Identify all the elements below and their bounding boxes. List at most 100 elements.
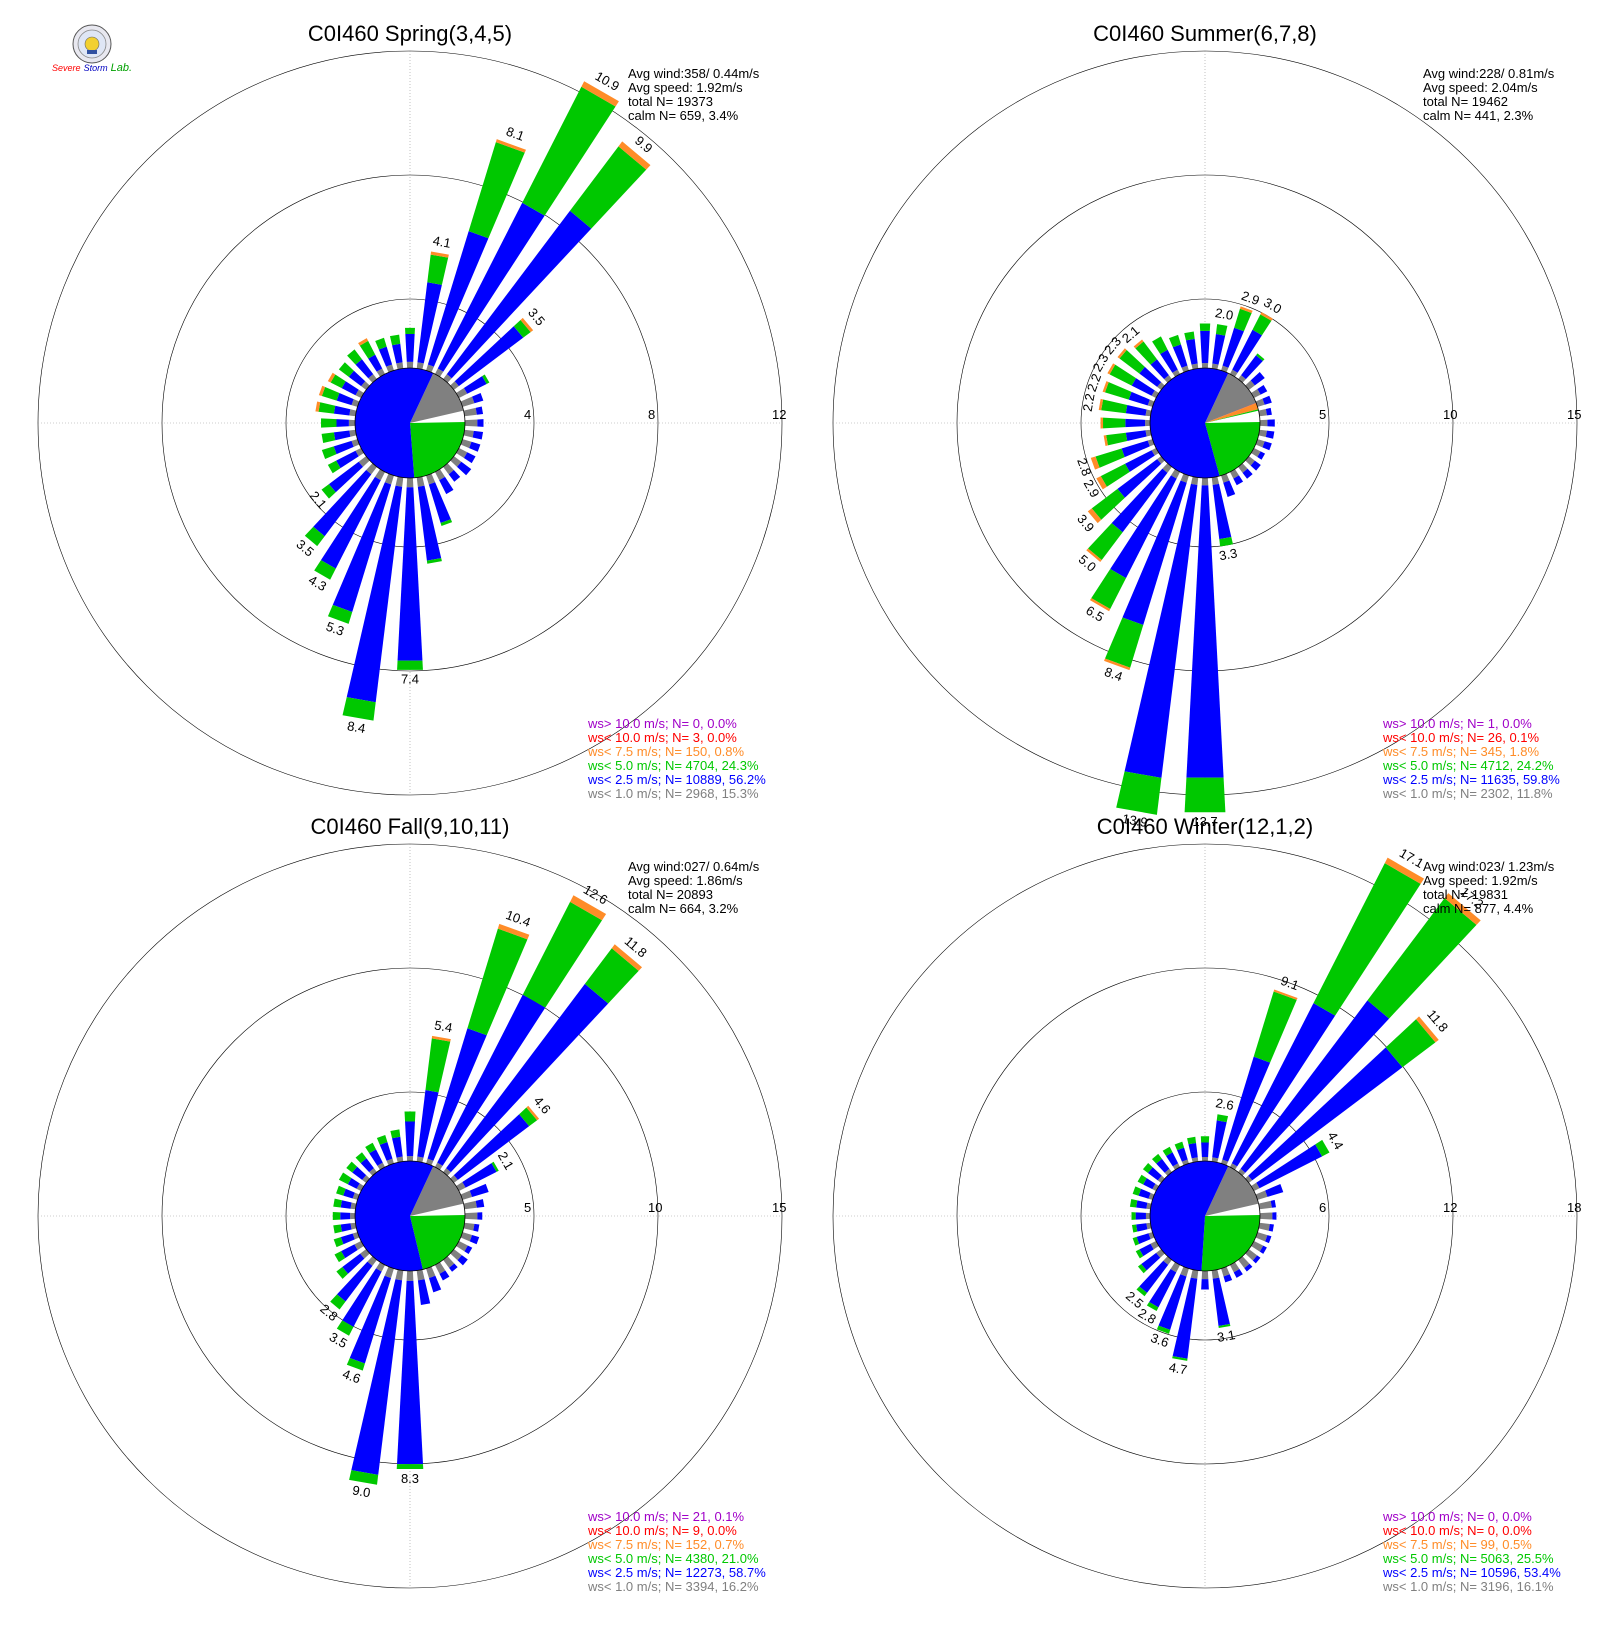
- pie-slice: [1149, 368, 1229, 479]
- bar-segment-orange: [1239, 306, 1253, 314]
- bar-segment-green: [1101, 399, 1128, 414]
- bar-segment-green: [1218, 1323, 1231, 1329]
- bar-segment-gray: [384, 1266, 394, 1279]
- logo-text: Severe Storm Lab.: [52, 62, 132, 74]
- bar-segment-blue: [1265, 407, 1272, 416]
- bar-segment-blue: [1185, 338, 1198, 365]
- bar-segment-blue: [1125, 418, 1146, 428]
- bar-segment-orange: [497, 923, 530, 940]
- bar-segment-gray: [1180, 1266, 1189, 1277]
- bar-segment-blue: [1240, 1000, 1390, 1173]
- bar-segment-blue: [1223, 1274, 1233, 1283]
- bar-segment-green: [327, 460, 341, 474]
- panel-title: C0I460 Summer(6,7,8): [1093, 21, 1317, 46]
- bar-segment-blue: [1172, 344, 1188, 368]
- bar-segment-blue: [427, 1028, 487, 1161]
- bar-segment-blue: [396, 1280, 424, 1465]
- stats-line: Avg wind:228/ 0.81m/s: [1423, 66, 1555, 81]
- bar-segment-gray: [460, 1190, 473, 1200]
- bar-value-label: 5.4: [433, 1017, 453, 1035]
- bar-segment-gray: [1157, 382, 1165, 390]
- bar-segment-blue: [369, 1149, 383, 1166]
- bar-segment-gray: [1245, 456, 1255, 466]
- legend-line: ws< 2.5 m/s; N= 10889, 56.2%: [587, 772, 766, 787]
- bar-segment-blue: [1121, 440, 1150, 458]
- pie-slice: [1150, 1161, 1229, 1271]
- bar-segment-orange: [1090, 456, 1100, 470]
- bar-segment-green: [327, 604, 353, 624]
- bar-value-label: 8.3: [401, 1471, 419, 1486]
- bar-segment-gray: [406, 1270, 414, 1281]
- stats-line: Avg speed: 1.92m/s: [1423, 873, 1538, 888]
- bar-value-label: 3.3: [1218, 545, 1238, 563]
- bar-segment-blue: [473, 1223, 480, 1232]
- bar-segment-gray: [1152, 1183, 1159, 1192]
- legend-line: ws< 10.0 m/s; N= 9, 0.0%: [587, 1523, 737, 1538]
- bar-segment-blue: [340, 1223, 352, 1232]
- bar-segment-gray: [434, 469, 446, 481]
- stats-line: total N= 19462: [1423, 94, 1508, 109]
- bar-segment-blue: [428, 482, 451, 524]
- bar-segment-green: [338, 362, 354, 377]
- bar-segment-blue: [1143, 1178, 1156, 1190]
- bar-segment-blue: [1248, 1047, 1403, 1181]
- bar-segment-gray: [1258, 1222, 1270, 1231]
- bar-segment-gray: [1145, 409, 1152, 417]
- stats-line: Avg speed: 1.86m/s: [628, 873, 743, 888]
- bar-segment-gray: [1190, 1269, 1199, 1279]
- bar-segment-green: [342, 697, 376, 721]
- bar-segment-orange: [1103, 435, 1108, 446]
- panel-title: C0I460 Spring(3,4,5): [308, 21, 512, 46]
- stats-line: calm N= 441, 2.3%: [1423, 108, 1534, 123]
- bar-segment-orange: [495, 139, 526, 153]
- legend-line: ws< 2.5 m/s; N= 11635, 59.8%: [1382, 772, 1560, 787]
- bar-segment-green: [1219, 537, 1233, 547]
- bar-segment-gray: [1211, 476, 1220, 485]
- bar-segment-green: [427, 254, 449, 285]
- legend-line: ws< 5.0 m/s; N= 4712, 24.2%: [1382, 758, 1554, 773]
- bar-segment-blue: [397, 487, 423, 661]
- bar-value-label: 9.9: [632, 133, 655, 156]
- bar-segment-gray: [463, 1222, 475, 1231]
- bar-segment-blue: [469, 441, 481, 452]
- bar-segment-green: [1135, 1249, 1144, 1259]
- bar-segment-green: [1215, 324, 1228, 336]
- bar-segment-blue: [469, 1234, 480, 1245]
- bar-segment-gray: [1251, 1240, 1264, 1252]
- stats-line: total N= 20893: [628, 887, 713, 902]
- bar-segment-green: [332, 1211, 341, 1221]
- bar-segment-gray: [349, 409, 357, 417]
- bar-segment-green: [336, 1320, 354, 1336]
- bar-segment-blue: [1257, 384, 1268, 395]
- bar-segment-blue: [453, 1114, 530, 1180]
- bar-segment-green: [1253, 991, 1297, 1063]
- bar-segment-green: [1103, 417, 1126, 429]
- bar-segment-green: [1137, 1264, 1147, 1274]
- bar-value-label: 9.1: [1279, 973, 1301, 993]
- legend-line: ws> 10.0 m/s; N= 0, 0.0%: [587, 716, 737, 731]
- bar-segment-gray: [395, 476, 404, 487]
- bar-segment-blue: [477, 1212, 483, 1220]
- legend-line: ws< 1.0 m/s; N= 2968, 15.3%: [587, 786, 759, 801]
- stats-line: total N= 19831: [1423, 887, 1508, 902]
- bar-segment-orange: [1102, 381, 1109, 393]
- bar-value-label: 2.9: [1239, 288, 1261, 308]
- bar-segment-gray: [1170, 469, 1181, 479]
- bar-segment-blue: [439, 1270, 450, 1281]
- bar-segment-green: [347, 349, 362, 365]
- bar-value-label: 10.4: [504, 907, 533, 930]
- bar-segment-blue: [1131, 378, 1155, 396]
- bar-segment-orange: [1089, 598, 1111, 612]
- bar-value-label: 7.4: [401, 672, 419, 687]
- bar-value-label: 13.7: [1192, 814, 1217, 829]
- bar-segment-gray: [351, 439, 360, 447]
- legend-line: ws< 1.0 m/s; N= 3394, 16.2%: [587, 1579, 759, 1594]
- bar-segment-blue: [392, 343, 403, 364]
- bar-segment-gray: [350, 1202, 357, 1210]
- bar-segment-gray: [1251, 388, 1261, 399]
- bar-segment-blue: [352, 1166, 367, 1180]
- bar-segment-green: [1152, 336, 1168, 354]
- bar-segment-blue: [336, 393, 354, 406]
- bar-value-label: 2.0: [1214, 305, 1234, 323]
- bar-segment-blue: [1166, 1152, 1179, 1167]
